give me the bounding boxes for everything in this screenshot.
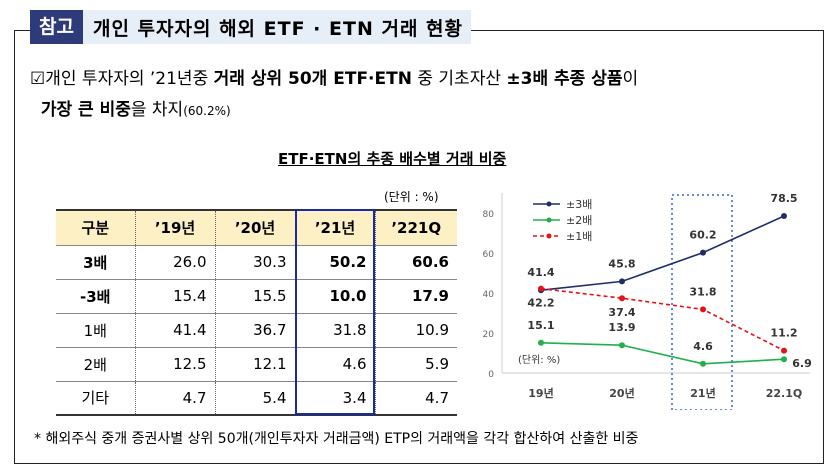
text: (60.2%) — [183, 104, 231, 118]
data-point — [700, 306, 706, 313]
footnote: * 해외주식 중개 증권사별 상위 50개(개인투자자 거래금액) ETP의 거… — [34, 431, 639, 447]
row-label: 기타 — [56, 381, 136, 416]
table-cell: 31.8 — [295, 313, 376, 348]
data-label: 31.8 — [689, 285, 716, 298]
data-label: 45.8 — [608, 257, 635, 270]
table-cell: 60.6 — [375, 245, 457, 280]
data-point — [781, 213, 787, 219]
y-tick-label: 40 — [483, 290, 495, 300]
series-line — [540, 342, 785, 365]
text: 중 기초자산 — [411, 69, 507, 89]
row-label: -3배 — [56, 279, 136, 314]
text: 거래 상위 50개 ETF·ETN — [213, 69, 412, 89]
y-tick-label: 80 — [483, 210, 495, 220]
table-cell: 15.5 — [215, 279, 296, 314]
data-point — [619, 278, 625, 285]
table-cell: 15.4 — [135, 279, 216, 314]
table-row: -3배 15.4 15.5 10.0 17.9 — [56, 279, 457, 314]
legend-label: ±1배 — [566, 230, 592, 243]
data-label: 13.9 — [608, 321, 635, 334]
table-cell: 5.9 — [375, 347, 457, 382]
text: ±3배 추종 상품 — [506, 69, 623, 89]
table-title: ETF·ETN의 추종 배수별 거래 비중 — [278, 150, 507, 168]
data-label: 4.6 — [693, 340, 713, 353]
data-point — [538, 285, 544, 292]
data-point — [538, 339, 544, 346]
legend-marker — [546, 233, 552, 239]
table-row: 2배 12.5 12.1 4.6 5.9 — [56, 347, 457, 382]
table-header-row: 구분 ’19년 ’20년 ’21년 ’221Q — [56, 209, 457, 246]
data-label: 11.2 — [770, 327, 797, 340]
row-label: 2배 — [56, 347, 136, 382]
highlight-2021-column — [295, 209, 375, 415]
row-label: 1배 — [56, 313, 136, 348]
reference-tag: 참고 — [30, 10, 83, 44]
legend-marker — [546, 217, 552, 223]
header-cell: ’221Q — [375, 209, 457, 246]
data-label: 6.9 — [792, 357, 812, 370]
legend-label: ±2배 — [566, 214, 592, 227]
section-title: 개인 투자자의 해외 ETF · ETN 거래 현황 — [92, 17, 464, 40]
data-label: 37.4 — [608, 306, 635, 319]
header-cell: ’19년 — [135, 209, 216, 246]
table-cell: 17.9 — [375, 279, 457, 314]
table-row: 3배 26.0 30.3 50.2 60.6 — [56, 245, 457, 280]
series-line — [540, 287, 785, 352]
table-cell: 12.1 — [215, 347, 296, 382]
y-tick-label: 0 — [488, 370, 494, 380]
data-point — [781, 356, 787, 363]
x-tick-label: 20년 — [609, 386, 634, 400]
table-cell: 5.4 — [215, 381, 296, 416]
text: 개인 투자자의 ’21년중 — [45, 69, 214, 89]
summary-bullet: ☑개인 투자자의 ’21년중 거래 상위 50개 ETF·ETN 중 기초자산 … — [30, 64, 820, 127]
data-label: 41.4 — [527, 266, 554, 279]
table-cell: 10.9 — [375, 313, 457, 348]
header-cell: ’21년 — [295, 209, 376, 246]
x-tick-label: 22.1Q — [766, 387, 803, 400]
text: 가장 큰 비중 — [40, 100, 131, 120]
table-cell: 30.3 — [215, 245, 296, 280]
data-label: 60.2 — [689, 229, 716, 242]
data-label: 78.5 — [770, 192, 797, 205]
highlight-2021-box — [671, 194, 733, 410]
table-cell: 41.4 — [135, 313, 216, 348]
data-point — [700, 249, 706, 256]
table-row: 1배 41.4 36.7 31.8 10.9 — [56, 313, 457, 348]
x-tick-label: 19년 — [528, 386, 553, 400]
line-chart: 0 20 40 60 80 19년 20년 21년 22.1Q 41.4 45.8 60.2 78.5 ±… — [483, 192, 812, 410]
header-cell: ’20년 — [215, 209, 296, 246]
table-cell: 12.5 — [135, 347, 216, 382]
table-cell: 3.4 — [295, 381, 376, 416]
data-label: 15.1 — [527, 319, 554, 332]
table-cell: 10.0 — [295, 279, 376, 314]
data-label: 42.2 — [527, 297, 554, 310]
legend-label: ±3배 — [566, 198, 592, 211]
checkbox-icon: ☑ — [30, 69, 46, 89]
table-cell: 4.6 — [295, 347, 376, 382]
table-unit: (단위 : %) — [384, 190, 439, 204]
header-cell: 구분 — [56, 209, 136, 246]
text: 을 차지 — [130, 100, 184, 120]
data-point — [619, 295, 625, 302]
data-point — [700, 360, 706, 367]
chart-unit-label: (단위: %) — [518, 353, 560, 366]
data-table: 구분 ’19년 ’20년 ’21년 ’221Q 3배 26.0 30.3 50.2 60… — [56, 209, 457, 416]
table-cell: 26.0 — [135, 245, 216, 280]
legend-marker — [546, 201, 552, 207]
table-cell: 4.7 — [375, 381, 457, 416]
x-tick-label: 21년 — [690, 386, 715, 400]
series-line — [540, 215, 785, 291]
table-cell: 4.7 — [135, 381, 216, 416]
y-tick-label: 60 — [483, 250, 495, 260]
data-point — [781, 347, 787, 354]
text: 이 — [622, 69, 639, 89]
row-label: 3배 — [56, 245, 136, 280]
table-cell: 36.7 — [215, 313, 296, 348]
table-row: 기타 4.7 5.4 3.4 4.7 — [56, 381, 457, 416]
data-point — [619, 342, 625, 349]
y-tick-label: 20 — [483, 330, 495, 340]
section-header: 참고 개인 투자자의 해외 ETF · ETN 거래 현황 — [30, 10, 472, 44]
